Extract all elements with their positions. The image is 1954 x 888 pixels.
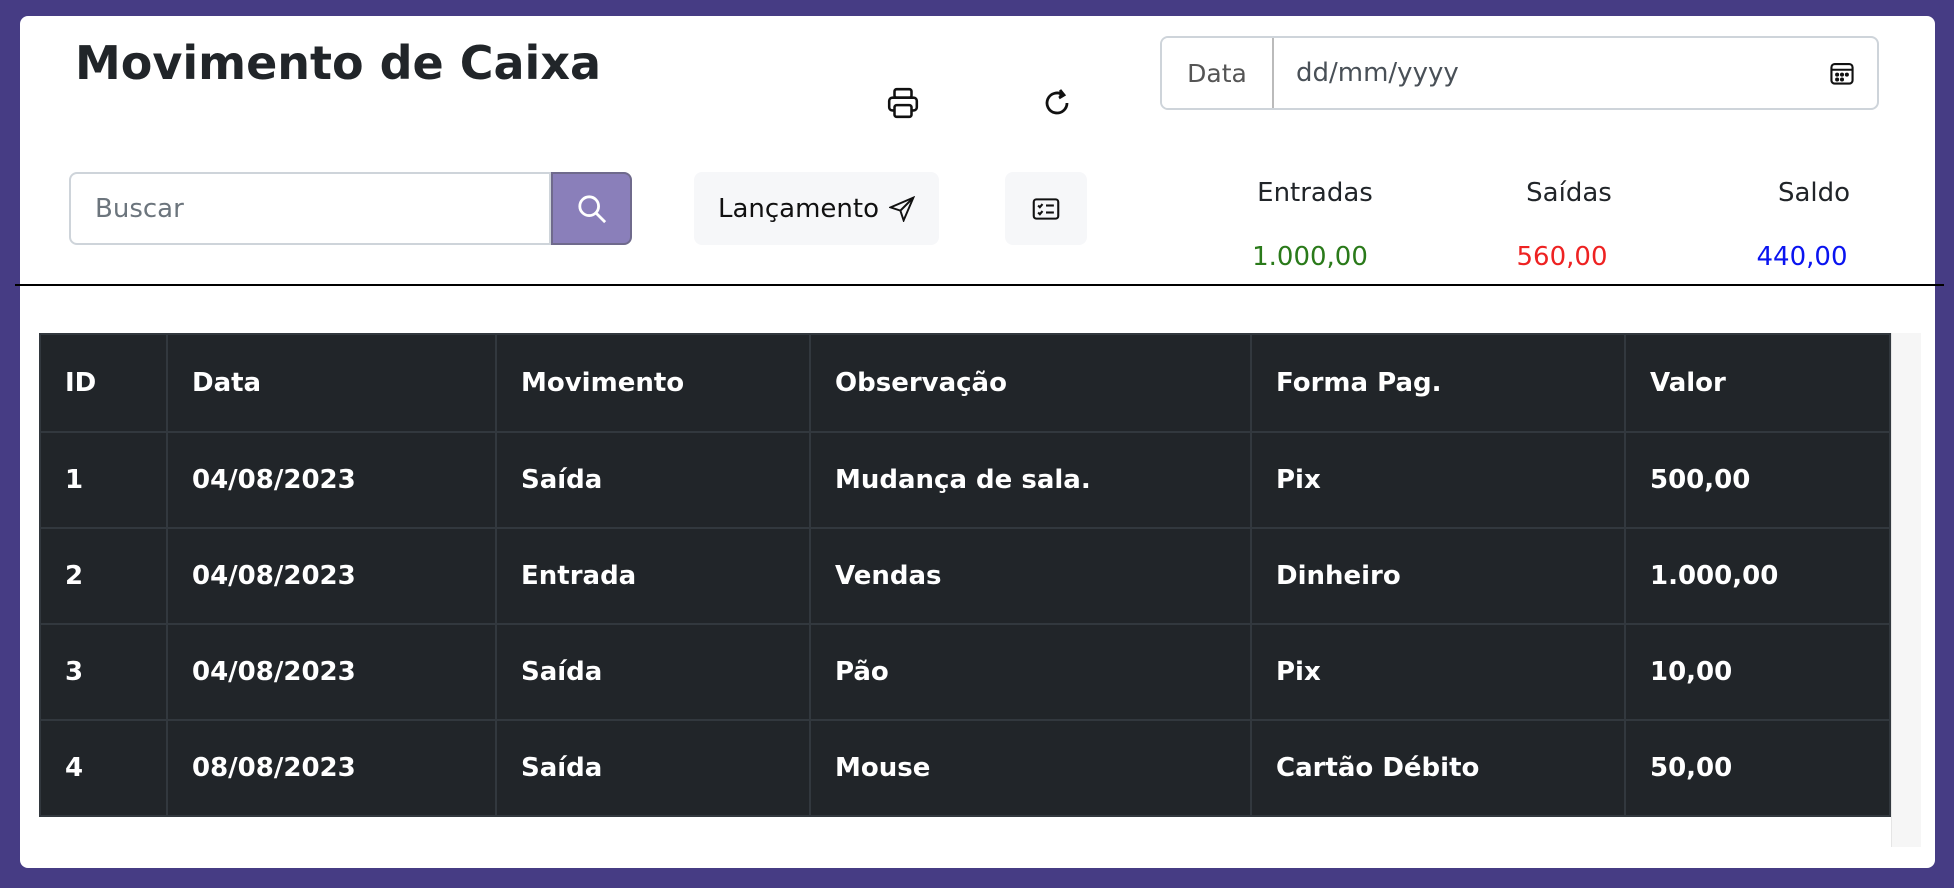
refresh-icon: [1045, 89, 1069, 115]
table-row[interactable]: 4 08/08/2023 Saída Mouse Cartão Débito 50,00: [39, 719, 1891, 817]
calendar-icon[interactable]: [1829, 60, 1855, 86]
scrollbar[interactable]: [1891, 333, 1921, 847]
cell: 04/08/2023: [166, 623, 497, 721]
cell: Pix: [1250, 431, 1626, 529]
search-placeholder: Buscar: [95, 193, 184, 224]
cell: Saída: [495, 719, 811, 817]
cell: 3: [39, 623, 168, 721]
saidas-value: 560,00: [1516, 242, 1608, 272]
date-filter: Data dd/mm/yyyy: [1160, 36, 1879, 110]
checklist-icon: [1032, 197, 1060, 220]
cell: 10,00: [1624, 623, 1891, 721]
print-button[interactable]: [878, 78, 928, 128]
cell: 4: [39, 719, 168, 817]
cell: 04/08/2023: [166, 527, 497, 625]
entradas-label: Entradas: [1257, 178, 1373, 208]
checklist-button[interactable]: [1005, 172, 1087, 245]
cell: Cartão Débito: [1250, 719, 1626, 817]
date-placeholder: dd/mm/yyyy: [1296, 58, 1459, 88]
table-header: ID Data Movimento Observação Forma Pag. …: [39, 333, 1891, 433]
cell: 1: [39, 431, 168, 529]
col-movimento[interactable]: Movimento: [495, 333, 811, 433]
cell: Dinheiro: [1250, 527, 1626, 625]
cell: Mouse: [809, 719, 1252, 817]
cell: Saída: [495, 623, 811, 721]
saldo-value: 440,00: [1756, 242, 1848, 272]
entradas-value: 1.000,00: [1252, 242, 1368, 272]
lancamento-label: Lançamento: [717, 193, 880, 224]
cell: Pão: [809, 623, 1252, 721]
saldo-label: Saldo: [1777, 178, 1851, 208]
page-title: Movimento de Caixa: [75, 36, 602, 90]
cell: Vendas: [809, 527, 1252, 625]
search-input[interactable]: Buscar: [69, 172, 551, 245]
cell: Mudança de sala.: [809, 431, 1252, 529]
col-id[interactable]: ID: [39, 333, 168, 433]
cell: Saída: [495, 431, 811, 529]
col-forma-pag[interactable]: Forma Pag.: [1250, 333, 1626, 433]
col-data[interactable]: Data: [166, 333, 497, 433]
lancamento-button[interactable]: Lançamento: [694, 172, 939, 245]
table-row[interactable]: 2 04/08/2023 Entrada Vendas Dinheiro 1.000,00: [39, 527, 1891, 625]
table-row[interactable]: 3 04/08/2023 Saída Pão Pix 10,00: [39, 623, 1891, 721]
cell: Pix: [1250, 623, 1626, 721]
cell: 1.000,00: [1624, 527, 1891, 625]
divider: [15, 284, 1944, 286]
cell: 04/08/2023: [166, 431, 497, 529]
col-valor[interactable]: Valor: [1624, 333, 1891, 433]
cell: 500,00: [1624, 431, 1891, 529]
cell: 2: [39, 527, 168, 625]
search-icon: [577, 194, 606, 223]
refresh-button[interactable]: [1032, 78, 1082, 128]
cell: 50,00: [1624, 719, 1891, 817]
table-row[interactable]: 1 04/08/2023 Saída Mudança de sala. Pix 500,0…: [39, 431, 1891, 529]
movements-table: ID Data Movimento Observação Forma Pag. …: [39, 333, 1891, 817]
main-card: Movimento de Caixa Data dd/mm/yyyy Busca…: [15, 16, 1944, 868]
saidas-label: Saídas: [1526, 178, 1612, 208]
printer-icon: [887, 87, 919, 119]
col-observacao[interactable]: Observação: [809, 333, 1252, 433]
date-label: Data: [1162, 38, 1274, 108]
search-button[interactable]: [551, 172, 632, 245]
send-icon: [889, 195, 916, 222]
cell: 08/08/2023: [166, 719, 497, 817]
date-input[interactable]: dd/mm/yyyy: [1274, 38, 1877, 108]
cell: Entrada: [495, 527, 811, 625]
